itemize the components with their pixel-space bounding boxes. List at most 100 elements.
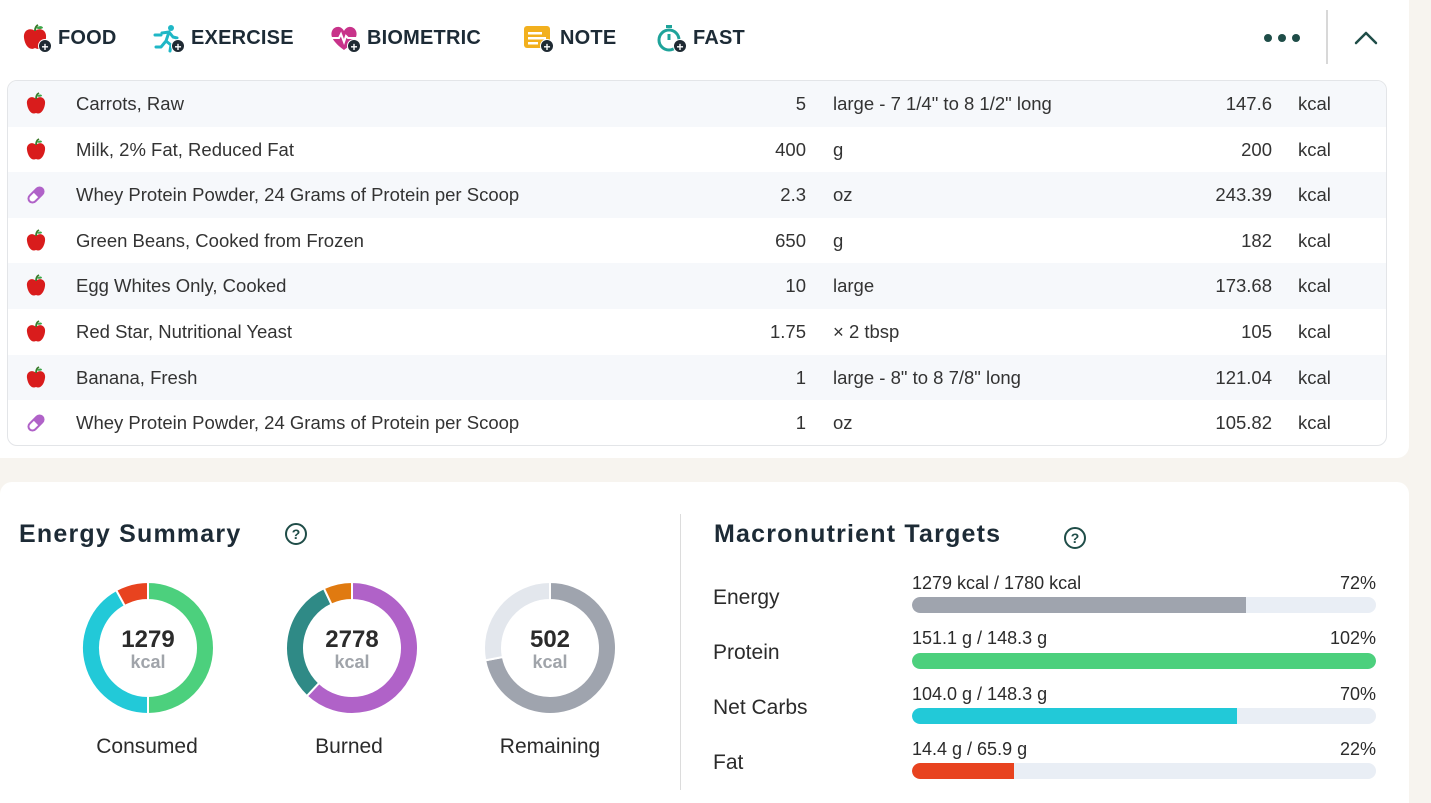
macro-amount: 1279 kcal / 1780 kcal (912, 573, 1082, 593)
consumed-label: Consumed (96, 735, 198, 758)
collapse-button[interactable] (1350, 22, 1382, 54)
serving-quantity: 10 (785, 275, 806, 297)
stopwatch-add-icon: + (655, 23, 687, 54)
serving-unit: g (833, 138, 844, 160)
calorie-value: 105 (1241, 321, 1272, 342)
macro-targets-help-icon[interactable]: ? (1064, 527, 1086, 549)
remaining-donut[interactable]: 502 kcal (480, 578, 620, 718)
macro-label: Net Carbs (713, 696, 808, 719)
consumed-donut[interactable]: 1279 kcal (78, 578, 218, 718)
macro-percent: 22% (1339, 739, 1376, 759)
calorie-unit: kcal (1298, 412, 1331, 434)
serving-unit: oz (833, 184, 853, 206)
macro-progress-bar (912, 763, 1376, 779)
donut-segment (322, 580, 353, 606)
add-biometric-button[interactable]: + BIOMETRIC (329, 22, 481, 54)
add-entry-toolbar: + FOOD + EXERCISE + BIOMETRIC + NOTE + F… (0, 0, 1409, 76)
burned-label: Burned (315, 735, 383, 758)
more-dot (1278, 34, 1286, 42)
consumed-unit: kcal (130, 652, 166, 672)
macro-percent: 72% (1339, 573, 1376, 593)
serving-quantity: 1.75 (769, 321, 806, 342)
note-add-icon: + (522, 23, 554, 54)
macro-progress-bar (912, 653, 1376, 669)
add-fast-button[interactable]: + FAST (655, 22, 745, 54)
add-note-button[interactable]: + NOTE (522, 22, 616, 54)
burned-donut[interactable]: 2778 kcal (282, 578, 422, 718)
chevron-up-icon (1354, 31, 1378, 45)
macro-label: Energy (713, 586, 780, 609)
calorie-value: 200 (1241, 138, 1272, 160)
calorie-unit: kcal (1298, 138, 1331, 160)
remaining-value: 502 (529, 626, 571, 653)
macro-progress-fill (912, 653, 1376, 669)
serving-unit: oz (833, 412, 853, 434)
diary-entries-table: Carrots, Raw 5 large - 7 1/4" to 8 1/2" lo… (7, 80, 1387, 446)
add-exercise-label: EXERCISE (191, 26, 294, 49)
apple-icon (24, 320, 48, 344)
macro-percent: 102% (1329, 628, 1376, 648)
more-dots-icon (1264, 34, 1272, 42)
calorie-value: 182 (1241, 229, 1272, 251)
more-options-button[interactable] (1258, 24, 1306, 52)
calorie-unit: kcal (1298, 321, 1331, 342)
runner-add-icon: + (153, 23, 185, 54)
pill-icon (24, 411, 48, 435)
table-row[interactable]: Banana, Fresh 1 large - 8" to 8 7/8" long 1… (8, 354, 1386, 401)
macro-label: Protein (713, 641, 780, 664)
calorie-value: 105.82 (1215, 412, 1272, 434)
food-name: Whey Protein Powder, 24 Grams of Protein… (76, 184, 520, 206)
donut-segment (305, 580, 419, 715)
add-food-label: FOOD (58, 26, 117, 49)
energy-summary-help-icon[interactable]: ? (285, 523, 307, 545)
calorie-value: 121.04 (1215, 366, 1272, 388)
serving-quantity: 2.3 (780, 184, 806, 206)
macro-amount: 151.1 g / 148.3 g (912, 628, 1048, 648)
food-name: Egg Whites Only, Cooked (76, 275, 287, 297)
add-food-button[interactable]: + FOOD (20, 22, 117, 54)
toolbar-divider (1326, 10, 1328, 64)
summary-divider (680, 514, 681, 790)
more-dot (1292, 34, 1300, 42)
serving-quantity: 5 (795, 93, 806, 114)
burned-donut-chart (285, 580, 419, 715)
table-row[interactable]: Red Star, Nutritional Yeast 1.75 × 2 tbsp 1… (8, 309, 1386, 355)
apple-icon (24, 274, 48, 298)
calorie-value: 243.39 (1215, 184, 1272, 206)
serving-unit: × 2 tbsp (833, 321, 900, 342)
serving-unit: large - 8" to 8 7/8" long (833, 366, 1021, 388)
energy-summary-title: Energy Summary (19, 520, 242, 548)
apple-icon (24, 92, 48, 116)
macro-label: Fat (713, 751, 744, 774)
macro-targets-title: Macronutrient Targets (714, 520, 1002, 548)
table-row[interactable]: Carrots, Raw 5 large - 7 1/4" to 8 1/2" lo… (8, 81, 1386, 127)
macro-progress-bar (912, 708, 1376, 724)
consumed-value: 1279 (121, 626, 175, 653)
remaining-unit: kcal (532, 652, 568, 672)
macro-percent: 70% (1339, 684, 1376, 704)
macro-amount: 104.0 g / 148.3 g (912, 684, 1048, 704)
food-name: Banana, Fresh (76, 366, 198, 388)
burned-unit: kcal (334, 652, 370, 672)
remaining-label: Remaining (499, 735, 601, 758)
serving-quantity: 1 (795, 412, 806, 434)
table-row[interactable]: Egg Whites Only, Cooked 10 large 173.68 kcal (8, 263, 1386, 309)
table-row[interactable]: Whey Protein Powder, 24 Grams of Protein… (8, 400, 1386, 445)
table-row[interactable]: Green Beans, Cooked from Frozen 650 g 182 kc… (8, 218, 1386, 264)
food-name: Carrots, Raw (76, 93, 184, 114)
macro-progress-fill (912, 708, 1237, 724)
donut-segment (114, 580, 149, 608)
calorie-unit: kcal (1298, 93, 1331, 114)
food-name: Green Beans, Cooked from Frozen (76, 229, 364, 251)
apple-add-icon: + (20, 23, 52, 54)
add-exercise-button[interactable]: + EXERCISE (153, 22, 294, 54)
donut-segment (483, 580, 551, 662)
apple-icon (24, 365, 48, 390)
table-row[interactable]: Whey Protein Powder, 24 Grams of Protein… (8, 172, 1386, 218)
calorie-value: 173.68 (1215, 275, 1272, 297)
calorie-unit: kcal (1298, 229, 1331, 251)
consumed-donut-chart (81, 580, 215, 716)
serving-unit: large - 7 1/4" to 8 1/2" long (833, 93, 1052, 114)
macro-progress-bar (912, 597, 1376, 613)
table-row[interactable]: Milk, 2% Fat, Reduced Fat 400 g 200 kcal (8, 127, 1386, 173)
